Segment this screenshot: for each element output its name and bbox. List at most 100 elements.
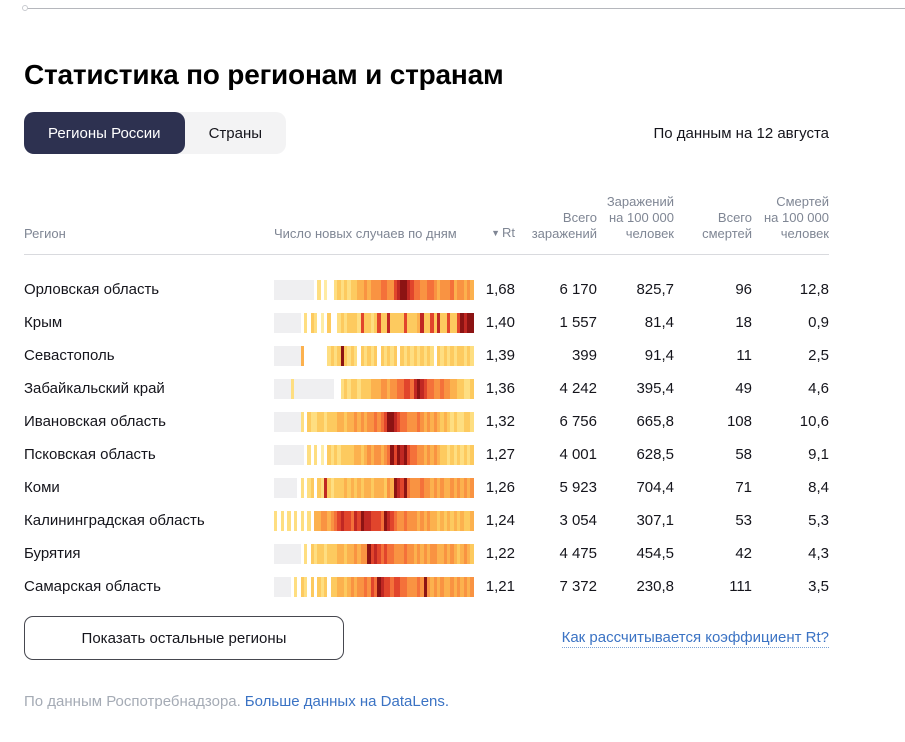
region-name[interactable]: Самарская область [24, 578, 161, 595]
region-name[interactable]: Севастополь [24, 347, 115, 364]
rt-value: 1,26 [485, 479, 515, 496]
table-row: Забайкальский край 1,36 4 242 395,4 49 4,6 [24, 372, 829, 405]
rt-value: 1,39 [485, 347, 515, 364]
table-row: Ивановская область 1,32 6 756 665,8 108 10,6 [24, 405, 829, 438]
controls-row: Регионы России Страны По данным на 12 ав… [24, 112, 829, 154]
daily-cases-heatstrip [274, 345, 474, 366]
total-cases-value: 1 557 [559, 314, 597, 331]
header-cases-per-100k[interactable]: Заражений на 100 000 человек [606, 194, 674, 241]
daily-cases-heatstrip-cell [274, 312, 474, 333]
tab-group: Регионы России Страны [24, 112, 287, 154]
rt-value: 1,32 [485, 413, 515, 430]
rt-value: 1,36 [485, 380, 515, 397]
total-cases-value: 4 242 [559, 380, 597, 397]
daily-cases-heatstrip [274, 510, 474, 531]
rt-value: 1,40 [485, 314, 515, 331]
tab-countries[interactable]: Страны [185, 112, 286, 154]
total-deaths-value: 18 [735, 314, 752, 331]
rt-value: 1,21 [485, 578, 515, 595]
deaths-per-100k-value: 4,6 [808, 380, 829, 397]
total-deaths-value: 111 [729, 578, 752, 595]
cases-per-100k-value: 665,8 [636, 413, 674, 430]
table-actions: Показать остальные регионы Как рассчитыв… [24, 616, 829, 660]
rt-value: 1,27 [485, 446, 515, 463]
header-deaths-per-100k[interactable]: Смертей на 100 000 человек [763, 194, 829, 241]
region-name[interactable]: Орловская область [24, 281, 160, 298]
header-rt-label: Rt [502, 225, 515, 240]
total-deaths-value: 58 [735, 446, 752, 463]
table-row: Коми 1,26 5 923 704,4 71 8,4 [24, 471, 829, 504]
daily-cases-heatstrip [274, 444, 474, 465]
header-total-deaths[interactable]: Всего смертей [702, 210, 752, 241]
daily-cases-heatstrip-cell [274, 510, 474, 531]
total-cases-value: 5 923 [559, 479, 597, 496]
deaths-per-100k-value: 8,4 [808, 479, 829, 496]
header-total-cases[interactable]: Всего заражений [531, 210, 597, 241]
deaths-per-100k-value: 0,9 [808, 314, 829, 331]
rt-value: 1,22 [485, 545, 515, 562]
table-body: Орловская область 1,68 6 170 825,7 96 12,8 Кры… [24, 255, 829, 603]
table-row: Бурятия 1,22 4 475 454,5 42 4,3 [24, 537, 829, 570]
tab-regions-russia[interactable]: Регионы России [24, 112, 185, 154]
deaths-per-100k-value: 10,6 [799, 413, 829, 430]
deaths-per-100k-value: 5,3 [808, 512, 829, 529]
daily-cases-heatstrip [274, 279, 474, 300]
header-rt[interactable]: ▼ Rt [474, 225, 515, 242]
total-cases-value: 3 054 [559, 512, 597, 529]
cases-per-100k-value: 395,4 [636, 380, 674, 397]
cases-per-100k-value: 91,4 [644, 347, 674, 364]
region-name[interactable]: Ивановская область [24, 413, 166, 430]
daily-cases-heatstrip-cell [274, 345, 474, 366]
region-name[interactable]: Коми [24, 479, 60, 496]
main-content: Статистика по регионам и странам Регионы… [0, 59, 905, 710]
region-name[interactable]: Псковская область [24, 446, 156, 463]
daily-cases-heatstrip [274, 378, 474, 399]
table-row: Самарская область 1,21 7 372 230,8 111 3,5 [24, 570, 829, 603]
daily-cases-heatstrip [274, 477, 474, 498]
total-deaths-value: 11 [736, 347, 752, 364]
total-cases-value: 399 [571, 347, 597, 364]
page-title: Статистика по регионам и странам [24, 59, 504, 90]
daily-cases-heatstrip-cell [274, 576, 474, 597]
daily-cases-heatstrip-cell [274, 543, 474, 564]
table-row: Севастополь 1,39 399 91,4 11 2,5 [24, 339, 829, 372]
cases-per-100k-value: 307,1 [636, 512, 674, 529]
show-more-regions-button[interactable]: Показать остальные регионы [24, 616, 344, 660]
total-deaths-value: 53 [735, 512, 752, 529]
region-name[interactable]: Калининградская область [24, 512, 205, 529]
top-divider [22, 5, 905, 11]
cases-per-100k-value: 825,7 [636, 281, 674, 298]
table-row: Орловская область 1,68 6 170 825,7 96 12,8 [24, 273, 829, 306]
daily-cases-heatstrip [274, 543, 474, 564]
cases-per-100k-value: 704,4 [636, 479, 674, 496]
datalens-link[interactable]: Больше данных на DataLens. [244, 693, 450, 710]
region-name[interactable]: Забайкальский край [24, 380, 165, 397]
rt-explainer-link[interactable]: Как рассчитывается коэффициент Rt? [561, 628, 829, 648]
region-name[interactable]: Бурятия [24, 545, 81, 562]
daily-cases-heatstrip-cell [274, 279, 474, 300]
deaths-per-100k-value: 3,5 [808, 578, 829, 595]
total-cases-value: 6 756 [559, 413, 597, 430]
cases-per-100k-value: 81,4 [644, 314, 674, 331]
table-row: Псковская область 1,27 4 001 628,5 58 9,1 [24, 438, 829, 471]
rt-value: 1,24 [485, 512, 515, 529]
table-row: Крым 1,40 1 557 81,4 18 0,9 [24, 306, 829, 339]
daily-cases-heatstrip [274, 576, 474, 597]
table-header-row: Регион Число новых случаев по дням ▼ Rt В… [24, 194, 829, 255]
header-daily-cases-chart: Число новых случаев по дням [274, 226, 457, 241]
daily-cases-heatstrip-cell [274, 378, 474, 399]
data-as-of-date: По данным на 12 августа [653, 124, 829, 142]
rt-value: 1,68 [485, 281, 515, 298]
total-cases-value: 4 475 [559, 545, 597, 562]
daily-cases-heatstrip-cell [274, 411, 474, 432]
total-deaths-value: 71 [735, 479, 752, 496]
total-deaths-value: 108 [726, 413, 752, 430]
daily-cases-heatstrip-cell [274, 444, 474, 465]
data-source-line: По данным Роспотребнадзора. Больше данных… [24, 693, 829, 710]
total-cases-value: 6 170 [559, 281, 597, 298]
cases-per-100k-value: 628,5 [636, 446, 674, 463]
source-attribution-text: По данным Роспотребнадзора. [24, 693, 241, 710]
region-name[interactable]: Крым [24, 314, 63, 331]
header-region: Регион [24, 226, 66, 241]
cases-per-100k-value: 454,5 [636, 545, 674, 562]
